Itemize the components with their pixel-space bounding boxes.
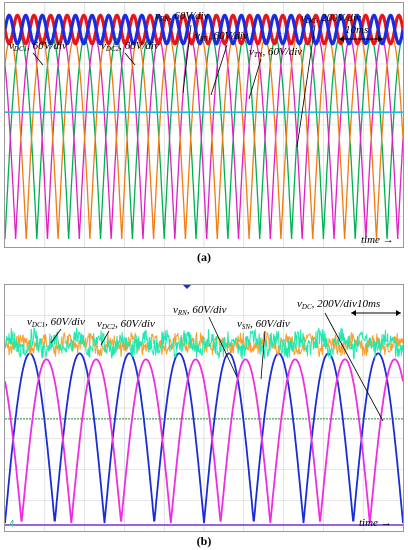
- oscilloscope-plot-a: vDC1, 60V/div vDC2, 60V/div vRN, 60V/div vS…: [5, 3, 403, 247]
- label-vrn: vRN, 60V/div: [173, 304, 227, 317]
- label-vdc1: vDC1, 60V/div: [9, 40, 67, 53]
- trigger-marker: [183, 285, 191, 289]
- scale-bar-label: 10ms: [357, 298, 380, 310]
- annotation-arrow: [124, 52, 136, 66]
- scale-bar-arrow-left: [339, 36, 344, 42]
- trace-vDC2: [5, 13, 403, 46]
- traces: [5, 285, 403, 526]
- oscilloscope-panel-a: vDC1, 60V/div vDC2, 60V/div vRN, 60V/div vS…: [4, 2, 404, 248]
- label-vtn: vTN, 60V/div: [249, 46, 302, 59]
- scale-bar-arrow-right: [378, 36, 383, 42]
- label-vdc2: vDC2, 60V/div: [97, 318, 155, 331]
- label-vdc2: vDC2, 60V/div: [101, 40, 159, 53]
- annotation-arrow: [208, 316, 238, 378]
- time-axis-label: time →: [361, 234, 394, 246]
- oscilloscope-panel-b: vDC1, 60V/div vDC2, 60V/div vRN, 60V/div vS…: [4, 284, 404, 532]
- label-vsn: vSN, 60V/div: [237, 318, 290, 331]
- label-vdc: vDC, 200V/div: [297, 298, 357, 311]
- trace-vSN: [5, 37, 403, 240]
- trace-vRN: [5, 352, 403, 524]
- scale-bar-arrow-left: [351, 310, 356, 316]
- trace-vRN: [5, 37, 403, 240]
- annotation-arrow: [32, 52, 44, 66]
- label-vrn: vRN, 60V/div: [155, 10, 209, 23]
- trace-vSN: [5, 358, 403, 524]
- annotations: vDC1, 60V/div vDC2, 60V/div vRN, 60V/div vS…: [9, 10, 394, 246]
- caption-a: (a): [197, 250, 211, 264]
- scale-bar-label: 10ms: [345, 24, 368, 36]
- time-axis-label: time →: [359, 517, 392, 529]
- oscilloscope-plot-b: vDC1, 60V/div vDC2, 60V/div vRN, 60V/div vS…: [5, 285, 403, 531]
- label-vsn: vSN, 60V/div: [195, 30, 248, 43]
- caption-b: (b): [196, 534, 212, 548]
- annotations: vDC1, 60V/div vDC2, 60V/div vRN, 60V/div vS…: [9, 298, 401, 530]
- scale-bar-arrow-right: [396, 310, 401, 316]
- traces: [5, 13, 403, 240]
- annotation-arrow: [260, 330, 266, 380]
- label-vdc1: vDC1, 60V/div: [27, 316, 85, 329]
- annotation-arrow: [248, 58, 262, 100]
- trace-vDC1: [5, 327, 403, 360]
- annotation-arrow: [100, 330, 110, 346]
- annotation-arrow: [324, 312, 384, 422]
- label-vdc: vDC, 200V/div: [301, 12, 361, 25]
- annotation-arrow: [50, 328, 62, 344]
- channel-marker: 4: [9, 519, 15, 530]
- annotation-arrow: [182, 24, 192, 94]
- annotation-arrow: [210, 44, 228, 96]
- trace-vTN: [5, 37, 403, 240]
- annotation-arrow: [296, 24, 316, 148]
